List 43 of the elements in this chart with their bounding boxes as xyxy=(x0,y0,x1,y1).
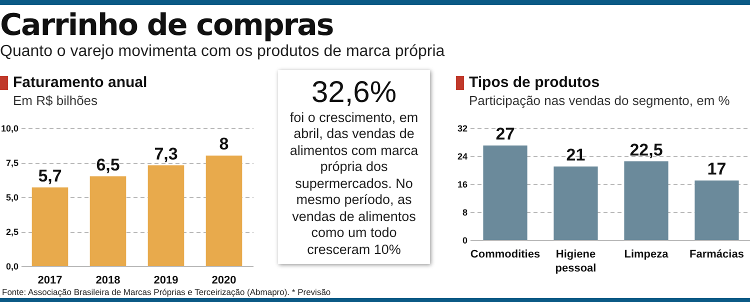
data-label: 22,5 xyxy=(630,140,663,160)
source-note: Fonte: Associação Brasileira de Marcas Próprias e Terceirização (Abmapro). * Previsão xyxy=(2,287,332,297)
x-tick-label: 2018 xyxy=(96,274,120,286)
data-label: 6,5 xyxy=(96,155,120,174)
text: Quanto o varejo movimenta com os produtos de marca própria xyxy=(0,43,446,61)
text: Carrinho de compras xyxy=(0,8,334,43)
text: foi o crescimento, em abril, das vendas de alimentos com marca própria dos supermercados. No mesmo período, as vendas de alimentos como um todo cresceram 10% xyxy=(290,110,418,257)
bar xyxy=(90,176,126,266)
y-tick-label: 10,0 xyxy=(0,124,18,134)
data-label: 17 xyxy=(707,160,726,178)
chart-subtitle: Participação nas vendas do segmento, em % xyxy=(469,93,731,108)
y-tick-label: 8 xyxy=(462,208,468,218)
text: 32,6% xyxy=(310,76,398,110)
bar xyxy=(32,187,68,266)
bar xyxy=(206,156,242,266)
bar xyxy=(624,161,668,240)
x-tick-label: Limpeza xyxy=(624,248,670,260)
chart-subtitle: Em R$ bilhões xyxy=(13,93,99,108)
data-label: 5,7 xyxy=(38,166,62,186)
y-tick-label: 5,0 xyxy=(6,192,18,202)
y-tick-label: 16 xyxy=(457,180,468,190)
x-tick-label: 2017 xyxy=(38,274,62,286)
y-tick-label: 2,5 xyxy=(6,227,18,237)
x-tick-label: Commodities xyxy=(470,248,540,260)
x-tick-label: 2019 xyxy=(154,274,178,286)
y-tick-label: 0 xyxy=(462,236,468,246)
y-tick-label: 0,0 xyxy=(6,262,18,272)
chart-title: Faturamento anual xyxy=(12,74,148,91)
x-tick-label: Higiene pessoal xyxy=(555,248,596,274)
data-label: 8 xyxy=(219,134,229,154)
data-label: 7,3 xyxy=(154,144,178,164)
data-label: 21 xyxy=(566,146,586,164)
y-tick-label: 7,5 xyxy=(6,158,18,168)
bar xyxy=(554,166,598,240)
bar xyxy=(694,180,739,240)
y-tick-label: 32 xyxy=(457,124,468,134)
bar xyxy=(148,165,184,266)
y-tick-label: 24 xyxy=(457,152,468,162)
x-tick-label: 2020 xyxy=(212,274,236,286)
data-label: 27 xyxy=(496,124,515,144)
bar xyxy=(483,146,528,240)
chart-title: Tipos de produtos xyxy=(468,74,601,91)
x-tick-label: Farmácias xyxy=(690,248,744,260)
